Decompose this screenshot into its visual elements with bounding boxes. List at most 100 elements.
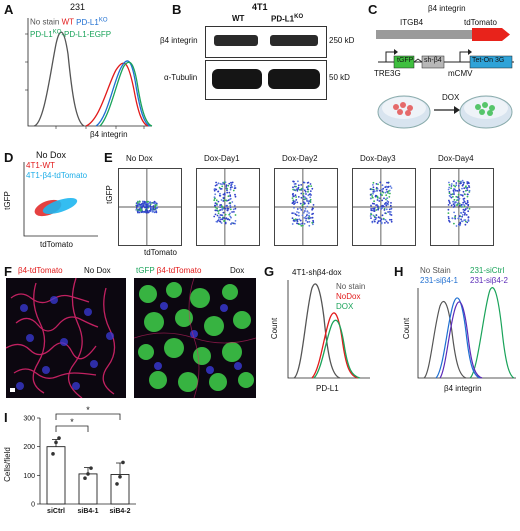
e-event-dot [234, 220, 237, 222]
e-event-dot [378, 189, 381, 192]
micrograph-no-dox [6, 278, 126, 398]
e-event-dot [291, 193, 294, 196]
panel-b-row1: β4 integrin [160, 36, 198, 45]
e-event-dot [375, 186, 378, 189]
a-legend-rescue: PD-L1KO-PD-L1-EGFP [30, 29, 112, 40]
i-sig-star: * [70, 417, 74, 427]
e-event-dot [455, 189, 457, 192]
e-event-dot [372, 209, 375, 211]
e-event-dot [379, 217, 381, 219]
panel-b-mw2: 50 kD [329, 73, 350, 82]
e-event-dot [145, 206, 147, 209]
e-event-dot [372, 181, 375, 184]
e-event-dot [224, 207, 227, 210]
e-event-dot [452, 206, 455, 208]
e-event-dot [448, 199, 450, 202]
e-event-dot [291, 217, 294, 220]
e-event-dot [373, 200, 375, 203]
h-sictrl-curve [469, 287, 515, 379]
e-event-dot [219, 206, 222, 208]
panel-e-xlabel: tdTomato [144, 248, 177, 257]
e-event-dot [229, 208, 232, 211]
e-event-dot [306, 221, 309, 223]
e-event-dot [148, 209, 151, 212]
e-event-dot [448, 192, 451, 195]
e-event-dot [302, 181, 305, 184]
e-event-dot [386, 181, 388, 184]
e-event-dot [227, 207, 230, 210]
e-event-dot [377, 216, 380, 219]
e-event-dot [225, 217, 227, 220]
e-event-dot [231, 181, 234, 184]
e-event-dot [216, 214, 219, 217]
e-event-dot [466, 195, 469, 198]
e-event-dot [234, 193, 236, 196]
e-event-dot [450, 183, 453, 185]
e-event-dot [463, 213, 466, 216]
i-data-point [121, 460, 125, 465]
e-event-dot [300, 184, 303, 186]
e-event-dot [214, 193, 217, 196]
e-event-dot [142, 204, 145, 206]
e-event-dot [306, 187, 309, 189]
e-event-dot [219, 204, 221, 206]
e-event-dot [456, 199, 458, 202]
e-event-dot [390, 187, 393, 189]
e-event-dot [216, 207, 218, 210]
h-nostain-curve [423, 301, 467, 379]
i-data-point [89, 466, 93, 470]
e-event-dot [453, 191, 455, 194]
e-event-dot [466, 187, 469, 189]
e-event-dot [305, 219, 307, 222]
e-event-dot [464, 212, 466, 215]
e-event-dot [385, 198, 387, 201]
e-event-dot [384, 212, 387, 214]
e-event-dot [303, 211, 305, 214]
e-event-dot [298, 223, 300, 226]
e-event-dot [453, 188, 455, 190]
e-event-dot [457, 217, 460, 220]
e-event-dot [369, 194, 372, 196]
e-event-dot [294, 194, 297, 197]
e-event-dot [379, 192, 382, 195]
e-event-dot [377, 208, 379, 211]
e-event-dot [146, 201, 149, 203]
e-event-dot [215, 181, 217, 184]
e-event-dot [232, 189, 235, 192]
e-event-dot [389, 192, 391, 195]
e-event-dot [447, 212, 450, 214]
e-event-dot [291, 197, 294, 199]
e-event-dot [387, 211, 389, 213]
e-event-dot [227, 195, 230, 198]
e-event-dot [378, 197, 381, 200]
e-event-dot [228, 219, 231, 221]
e-event-dot [454, 217, 457, 220]
e-event-dot [292, 180, 294, 183]
e-event-dot [309, 201, 312, 203]
panel-i-ylabel: Cells/field [2, 447, 12, 482]
e-event-dot [220, 199, 223, 201]
e-event-dot [308, 224, 311, 227]
i-data-point [57, 436, 61, 440]
e-event-dot [383, 203, 386, 205]
panel-c-title: β4 integrin [428, 4, 466, 13]
e-event-dot [308, 220, 311, 223]
e-event-dot [222, 200, 225, 202]
e-event-dot [376, 190, 378, 192]
e-event-dot [155, 202, 158, 205]
panel-c-label: C [368, 2, 378, 17]
e-event-dot [304, 202, 306, 205]
e-event-dot [461, 214, 464, 216]
e-event-dot [214, 206, 217, 209]
e-event-dot [457, 202, 459, 205]
e-event-dot [224, 222, 227, 225]
e-event-dot [304, 210, 306, 212]
e-event-dot [373, 190, 376, 193]
i-data-point [118, 474, 122, 479]
e-event-dot [383, 205, 385, 208]
e-event-dot [217, 218, 220, 221]
e-event-dot [450, 187, 452, 190]
c-promoter: mCMV [448, 69, 473, 78]
e-event-dot [221, 218, 224, 221]
e-event-dot [215, 199, 218, 202]
